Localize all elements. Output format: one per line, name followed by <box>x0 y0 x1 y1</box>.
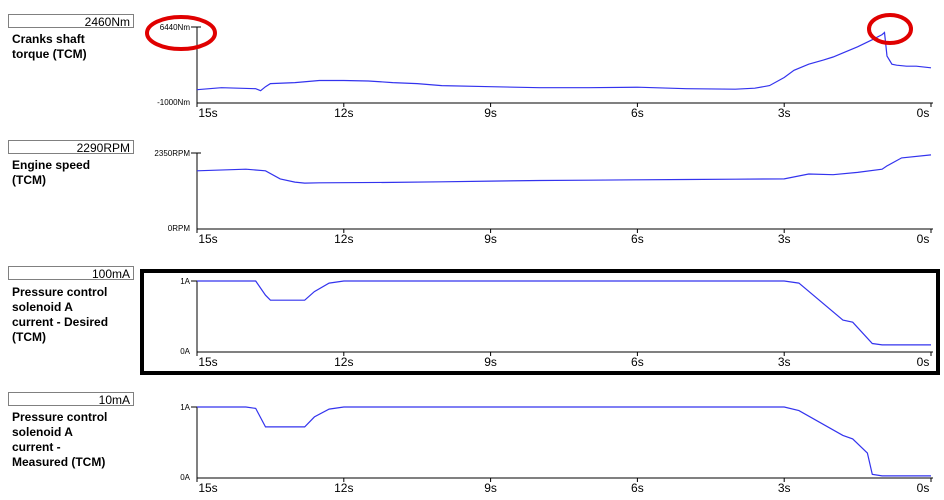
desired-current-x-tick-label: 15s <box>198 355 217 369</box>
engine-speed-x-tick-label: 15s <box>198 232 217 246</box>
torque-x-tick-label: 15s <box>198 106 217 120</box>
measured-current-x-tick-label: 0s <box>917 481 930 495</box>
desired-current-label: Pressure control solenoid A current - De… <box>12 285 109 344</box>
engine-speed-y-max-label: 2350RPM <box>154 149 190 158</box>
torque-x-tick-label: 12s <box>334 106 353 120</box>
desired-current-y-min-label: 0A <box>180 347 190 356</box>
desired-current-trace <box>197 280 931 346</box>
desired-current-y-max-label: 1A <box>180 277 190 286</box>
engine-speed-x-tick-label: 6s <box>631 232 644 246</box>
measured-current-x-tick-label: 15s <box>198 481 217 495</box>
measured-current-x-tick-label: 9s <box>484 481 497 495</box>
peak-highlight-circle <box>867 13 913 45</box>
engine-speed-value-box: 2290RPM <box>8 140 134 155</box>
desired-current-x-tick-label: 3s <box>778 355 791 369</box>
torque-x-tick-label: 3s <box>778 106 791 120</box>
desired-current-x-tick-label: 9s <box>484 355 497 369</box>
measured-current-trace <box>197 406 931 477</box>
torque-label: Cranks shaft torque (TCM) <box>12 32 87 61</box>
torque-x-tick-label: 0s <box>917 106 930 120</box>
desired-current-x-tick-label: 12s <box>334 355 353 369</box>
engine-speed-x-tick-label: 3s <box>778 232 791 246</box>
torque-value-box: 2460Nm <box>8 14 134 29</box>
torque-x-tick-label: 9s <box>484 106 497 120</box>
engine-speed-trace <box>196 154 932 184</box>
engine-speed-x-tick-label: 12s <box>334 232 353 246</box>
engine-speed-label: Engine speed (TCM) <box>12 158 91 187</box>
torque-trace <box>196 31 932 92</box>
measured-current-x-tick-label: 3s <box>778 481 791 495</box>
desired-current-value-box: 100mA <box>8 266 134 281</box>
measured-current-y-max-label: 1A <box>180 403 190 412</box>
torque-y-max-label: 6440Nm <box>160 23 191 32</box>
measured-current-x-tick-label: 12s <box>334 481 353 495</box>
engine-speed-x-tick-label: 0s <box>917 232 930 246</box>
desired-current-x-tick-label: 6s <box>631 355 644 369</box>
engine-speed-y-min-label: 0RPM <box>168 224 191 233</box>
desired-current-x-tick-label: 0s <box>917 355 930 369</box>
measured-current-x-tick-label: 6s <box>631 481 644 495</box>
measured-current-value-box: 10mA <box>8 392 134 407</box>
measured-current-label: Pressure control solenoid A current - Me… <box>12 410 108 469</box>
desired-current-highlight-box <box>140 269 940 375</box>
torque-x-tick-label: 6s <box>631 106 644 120</box>
torque-y-min-label: -1000Nm <box>157 98 190 107</box>
engine-speed-x-tick-label: 9s <box>484 232 497 246</box>
max-label-highlight-circle <box>145 15 217 51</box>
measured-current-y-min-label: 0A <box>180 473 190 482</box>
